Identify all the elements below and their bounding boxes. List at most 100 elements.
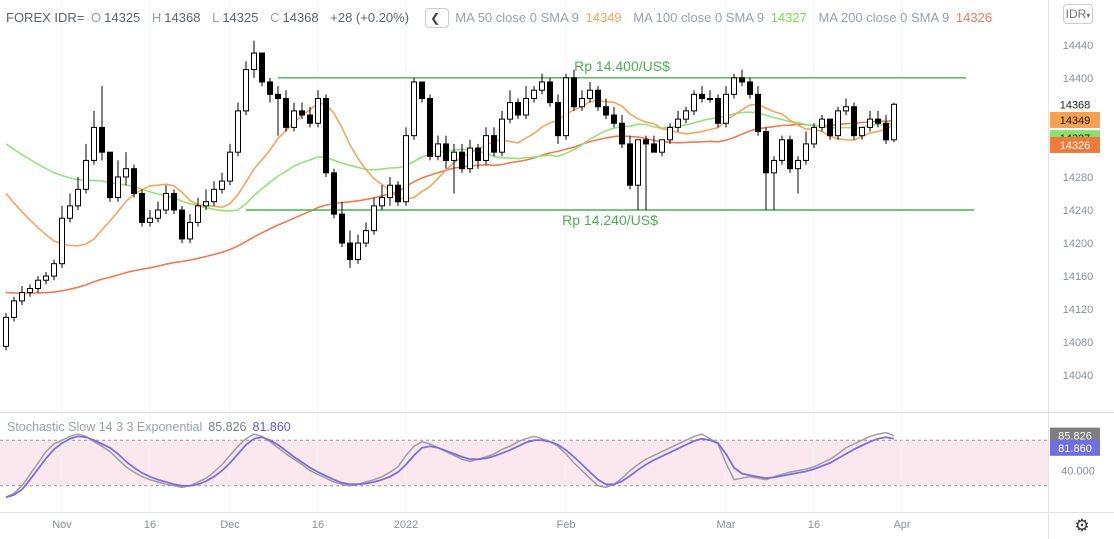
stochastic-d-badge-text: 81.860 <box>1058 443 1092 455</box>
candle-body <box>451 151 457 161</box>
candle <box>371 197 377 235</box>
candle-body <box>707 97 713 100</box>
candle-body <box>67 205 73 219</box>
stochastic-k-badge-text: 85.826 <box>1058 431 1092 443</box>
open-value: 14325 <box>104 10 141 25</box>
candle-body <box>395 184 401 203</box>
candle-body <box>227 151 233 182</box>
candle-body <box>891 103 897 141</box>
candle <box>227 143 233 186</box>
ma200-value: 14326 <box>955 10 993 25</box>
candle-body <box>299 110 305 116</box>
candle-body <box>779 139 785 161</box>
candle-body <box>251 52 257 71</box>
candle-body <box>755 93 761 133</box>
candle <box>307 106 313 128</box>
candle-body <box>203 201 209 207</box>
candle <box>667 123 673 144</box>
candle-body <box>683 110 689 120</box>
last-price-badge-bg <box>1050 96 1100 113</box>
candle <box>539 73 545 95</box>
candle <box>707 90 713 103</box>
candle <box>323 94 329 177</box>
last-price-badge: 14368 <box>1050 96 1100 113</box>
candle-body <box>539 81 545 91</box>
candle-body <box>515 102 521 116</box>
high-label: H <box>151 10 162 25</box>
low-value: 14325 <box>222 10 259 25</box>
candle-body <box>11 300 17 318</box>
candle-body <box>747 81 753 95</box>
candle <box>19 286 25 305</box>
candle-body <box>307 114 313 124</box>
candle-body <box>411 81 417 137</box>
candle <box>531 86 537 103</box>
candle-body <box>403 135 409 203</box>
candle <box>787 135 793 173</box>
ma200-badge-bg <box>1050 136 1100 153</box>
candle-body <box>27 287 33 294</box>
y-tick-label: 14080 <box>1063 337 1094 349</box>
x-tick-label: Dec <box>220 519 240 531</box>
candle-body <box>571 77 577 108</box>
candle-body <box>603 106 609 116</box>
candle <box>347 230 353 268</box>
candle-body <box>555 102 561 137</box>
candle <box>523 86 529 120</box>
candle <box>91 110 97 165</box>
candle <box>411 77 417 140</box>
candle <box>387 176 393 206</box>
candle-body <box>235 110 241 153</box>
gear-icon[interactable]: ⚙ <box>1074 516 1090 535</box>
candle-body <box>99 126 105 153</box>
candle-body <box>171 192 177 211</box>
stochastic-y-tick-label: 40.000 <box>1061 466 1095 478</box>
open-label: O <box>91 10 102 25</box>
candle <box>299 102 305 120</box>
x-tick-label: 16 <box>808 519 820 531</box>
candle <box>219 172 225 194</box>
ma50-label: MA 50 close 0 SMA 9 <box>455 10 579 25</box>
collapse-legend-button[interactable]: ❮ <box>424 8 449 28</box>
candle-body <box>627 143 633 186</box>
candle-body <box>659 139 665 153</box>
candle <box>107 151 113 202</box>
ma100-label: MA 100 close 0 SMA 9 <box>633 10 765 25</box>
candle <box>891 102 897 143</box>
candle-body <box>283 97 289 128</box>
candle <box>763 127 769 210</box>
candle-body <box>803 143 809 161</box>
candle-body <box>275 93 281 99</box>
candle-body <box>619 122 625 145</box>
last-price-badge-text: 14368 <box>1060 99 1091 111</box>
candle <box>883 115 889 144</box>
candle-body <box>83 159 89 190</box>
candle-body <box>243 69 249 112</box>
candle <box>811 123 817 149</box>
ma200-label: MA 200 close 0 SMA 9 <box>818 10 950 25</box>
candle-body <box>323 97 329 174</box>
currency-select-button[interactable]: IDR▾ <box>1063 4 1093 24</box>
currency-label: IDR <box>1065 7 1087 21</box>
candle-body <box>43 275 49 281</box>
candle <box>571 69 577 111</box>
stochastic-k-badge: 85.826 <box>1050 427 1100 444</box>
candle-body <box>675 118 681 128</box>
candle <box>747 77 753 99</box>
candle <box>507 90 513 124</box>
dropdown-arrow-icon: ▾ <box>1086 11 1091 20</box>
candle-body <box>875 118 881 124</box>
stochastic-label: Stochastic Slow 14 3 3 Exponential <box>7 420 203 434</box>
candle <box>683 106 689 124</box>
stochastic-d-badge: 81.860 <box>1050 439 1100 456</box>
candle-body <box>91 126 97 161</box>
candle-body <box>523 97 529 116</box>
y-tick-label: 14160 <box>1063 271 1094 283</box>
candle <box>723 86 729 128</box>
candle <box>147 210 153 227</box>
candle <box>11 296 17 322</box>
candle-body <box>363 230 369 244</box>
x-tick-label: Mar <box>717 519 736 531</box>
chevron-left-icon: ❮ <box>430 11 441 25</box>
